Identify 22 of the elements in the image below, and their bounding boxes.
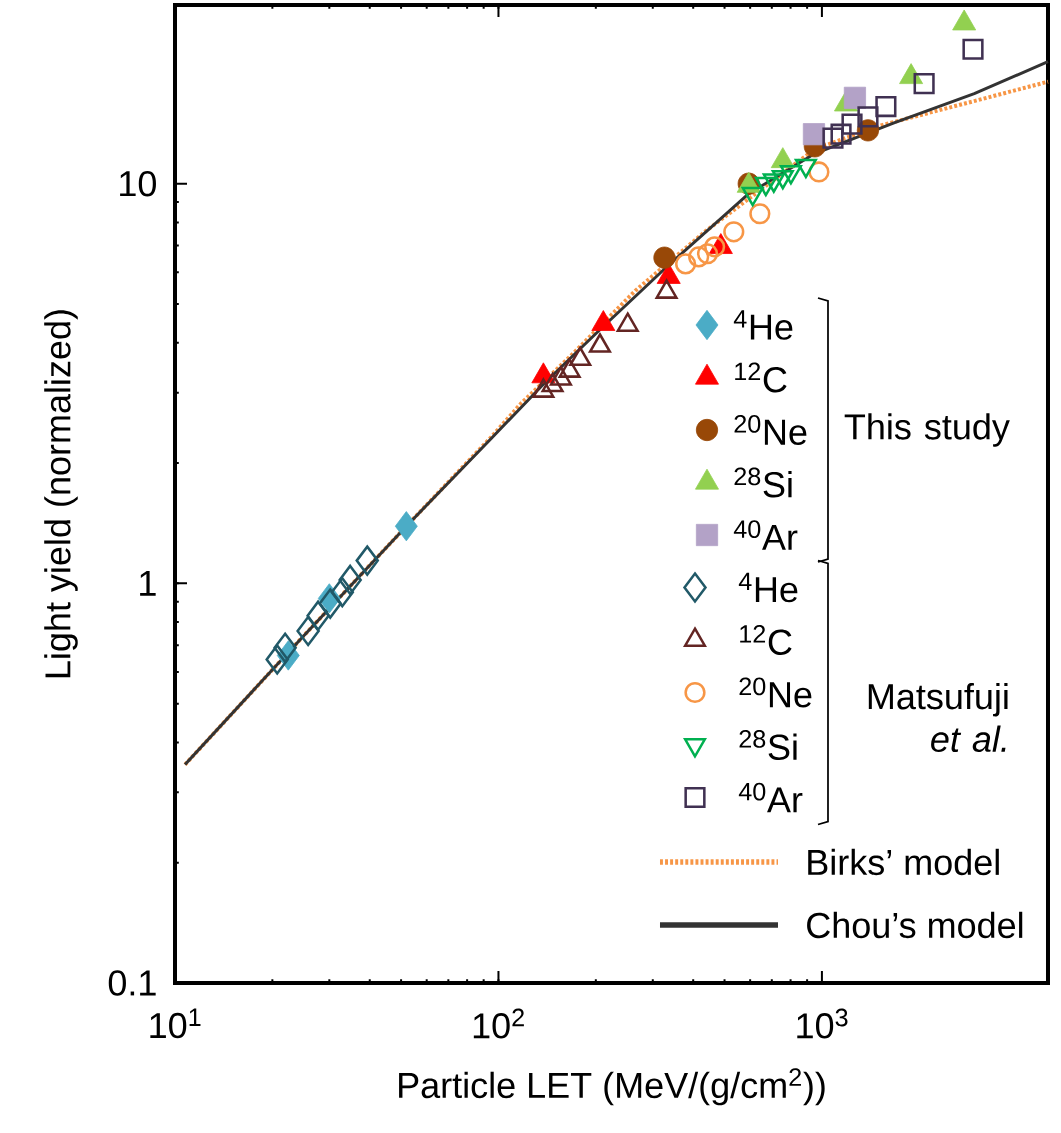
y-tick-label: 1	[140, 570, 156, 596]
y-tick-label: 0.1	[108, 970, 156, 996]
legend-label: $^{4}$He	[733, 310, 793, 340]
annotation: Matsufuji et al.	[868, 682, 1008, 753]
y-axis-title: Light yield (normalized)	[44, 310, 78, 678]
x-tick-label: 10$^{2}$	[473, 1008, 524, 1039]
legend-label: Chou’s model	[807, 911, 1023, 939]
legend-label: $^{20}$Ne	[739, 677, 812, 708]
y-tick-label: 10	[120, 170, 156, 197]
x-tick-label: 10$^{1}$	[150, 1008, 201, 1039]
legend-label: $^{28}$Si	[739, 730, 797, 760]
legend-label: $^{28}$Si	[734, 467, 792, 498]
x-axis-title: Particle LET (MeV/(g/cm$^{2}$))	[399, 1068, 825, 1106]
legend-label: $^{12}$C	[735, 362, 787, 393]
legend-label: Birks’ model	[808, 848, 999, 876]
legend-label: $^{40}$Ar	[738, 782, 803, 813]
annotation: This study	[844, 413, 1010, 447]
legend-label: $^{40}$Ar	[733, 520, 798, 550]
legend-label: $^{4}$He	[738, 572, 798, 603]
x-tick-label: 10$^{3}$	[797, 1008, 848, 1039]
legend-label: $^{12}$C	[740, 625, 792, 655]
legend-label: $^{20}$Ne	[734, 415, 807, 445]
